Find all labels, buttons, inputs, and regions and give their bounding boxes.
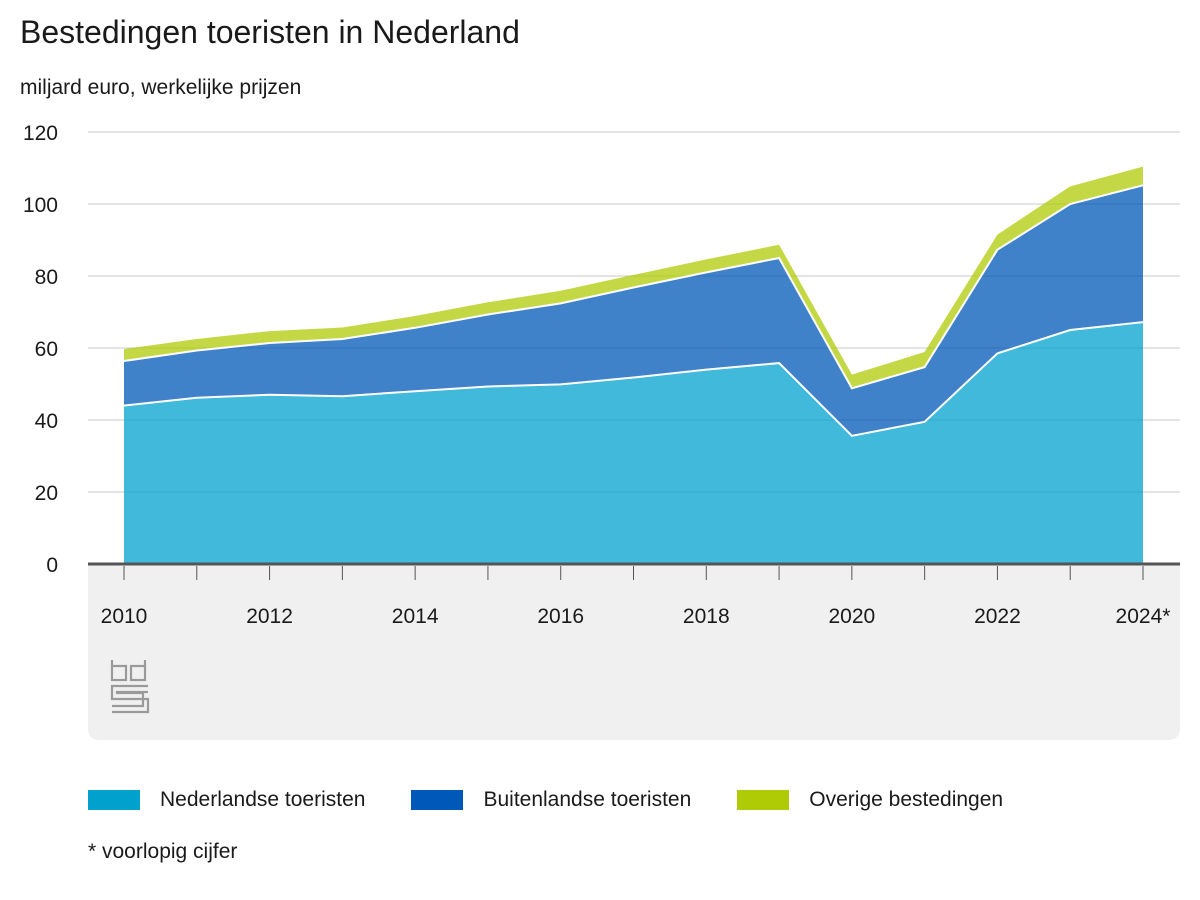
series-boundary-line bbox=[123, 184, 1144, 390]
legend-label: Overige bestedingen bbox=[809, 788, 1004, 811]
legend-swatch bbox=[737, 790, 790, 810]
bottom-panel bbox=[88, 564, 1180, 740]
series-boundary-line bbox=[123, 321, 1144, 437]
x-tick-label: 2014 bbox=[392, 605, 439, 628]
x-tick-label: 2016 bbox=[537, 605, 584, 628]
x-tick-label: 2010 bbox=[101, 605, 148, 628]
legend-swatch bbox=[411, 790, 464, 810]
y-tick-label: 100 bbox=[23, 194, 58, 217]
legend-swatch bbox=[88, 790, 140, 810]
legend-item-overige: Overige bestedingen bbox=[737, 788, 1003, 812]
legend: Nederlandse toeristen Buitenlandse toeri… bbox=[88, 788, 1049, 812]
chart-title: Bestedingen toeristen in Nederland bbox=[20, 14, 520, 50]
x-tick-label: 2012 bbox=[246, 605, 293, 628]
cbs-logo-icon bbox=[110, 660, 150, 714]
area-chart: 2010 2012 2014 2016 2018 2020 2022 2024* 0 20 40 6… bbox=[23, 122, 1180, 740]
legend-item-buitenlandse: Buitenlandse toeristen bbox=[411, 788, 691, 812]
y-tick-label: 40 bbox=[35, 410, 58, 433]
y-tick-label: 20 bbox=[35, 482, 58, 505]
y-tick-label: 0 bbox=[46, 554, 58, 577]
area-series bbox=[123, 166, 1144, 564]
chart-subtitle: miljard euro, werkelijke prijzen bbox=[20, 76, 302, 99]
y-tick-label: 80 bbox=[35, 266, 58, 289]
legend-label: Buitenlandse toeristen bbox=[483, 788, 692, 811]
x-tick-label: 2022 bbox=[974, 605, 1021, 628]
footnote: * voorlopig cijfer bbox=[88, 840, 238, 863]
legend-label: Nederlandse toeristen bbox=[160, 788, 366, 811]
x-axis: 2010 2012 2014 2016 2018 2020 2022 2024* bbox=[101, 566, 1171, 628]
y-tick-label: 60 bbox=[35, 338, 58, 361]
y-axis: 0 20 40 60 80 100 120 bbox=[23, 122, 58, 577]
y-tick-label: 120 bbox=[23, 122, 58, 145]
legend-item-nederlandse: Nederlandse toeristen bbox=[88, 788, 365, 812]
area-series-2 bbox=[124, 185, 1143, 436]
x-tick-label: 2020 bbox=[828, 605, 875, 628]
area-series-1 bbox=[124, 322, 1143, 564]
x-tick-label: 2018 bbox=[683, 605, 730, 628]
x-tick-label: 2024* bbox=[1116, 605, 1171, 628]
